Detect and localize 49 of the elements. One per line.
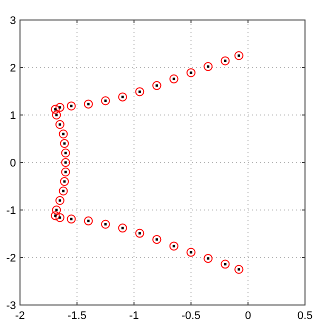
- point: [234, 51, 244, 60]
- y-tick-label: 1: [10, 110, 16, 122]
- y-tick-label: -2: [6, 252, 16, 264]
- point: [234, 264, 244, 274]
- point: [58, 186, 68, 196]
- point: [204, 62, 213, 72]
- point: [55, 196, 64, 205]
- point: [169, 242, 178, 251]
- point: [118, 224, 128, 233]
- point: [60, 139, 69, 148]
- y-tick-label: -1: [6, 205, 16, 217]
- point: [101, 96, 110, 106]
- point: [186, 68, 196, 78]
- point: [55, 213, 64, 222]
- point: [152, 81, 162, 90]
- y-tick-label: -3: [6, 300, 16, 312]
- point: [204, 254, 213, 263]
- point: [135, 228, 144, 238]
- point: [84, 100, 93, 109]
- x-tick-label: 0: [244, 310, 252, 322]
- point: [220, 260, 230, 269]
- point: [220, 56, 230, 66]
- point: [60, 177, 69, 186]
- x-tick-label: 0.5: [297, 310, 313, 322]
- x-tick-label: -0.5: [182, 310, 200, 322]
- point: [52, 110, 61, 120]
- x-tick-label: -1.5: [68, 310, 86, 322]
- point: [55, 120, 64, 129]
- point: [135, 87, 144, 96]
- point: [50, 104, 60, 114]
- point: [58, 130, 68, 138]
- point: [61, 168, 70, 176]
- point: [186, 248, 196, 257]
- point: [152, 234, 162, 244]
- point: [61, 148, 70, 158]
- point: [50, 211, 60, 220]
- point: [55, 102, 64, 112]
- point: [52, 206, 61, 214]
- x-tick-label: -1: [129, 310, 139, 322]
- y-tick-label: 3: [10, 15, 16, 27]
- point: [169, 74, 178, 84]
- point: [101, 220, 110, 229]
- point: [84, 216, 93, 226]
- point: [66, 101, 76, 110]
- y-tick-label: 0: [10, 158, 16, 170]
- point: [61, 158, 70, 167]
- point: [118, 92, 128, 102]
- y-tick-label: 2: [10, 62, 16, 74]
- point: [66, 214, 76, 224]
